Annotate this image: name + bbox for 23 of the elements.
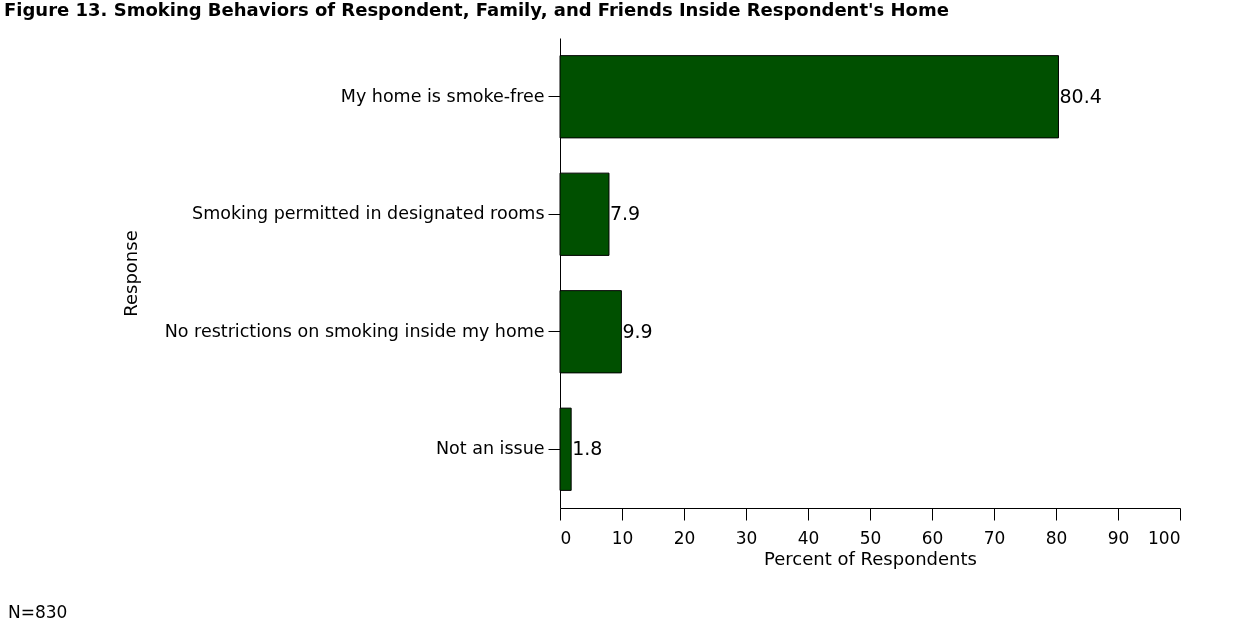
- text: N=830: [8, 602, 68, 622]
- data-label: 9.9: [622, 319, 653, 342]
- x-tick-label: 20: [673, 527, 696, 548]
- x-tick-label: 90: [1107, 527, 1130, 548]
- y-tick-label: Not an issue: [435, 438, 545, 459]
- chart-title: Figure 13. Smoking Behaviors of Respondent, Family, and Friends Inside Respondent's Home: [4, 0, 949, 20]
- x-tick-label: 60: [921, 527, 944, 548]
- data-label: 1.8: [572, 437, 603, 460]
- x-tick-label: 40: [797, 527, 820, 548]
- y-tick-label: My home is smoke-free: [340, 85, 545, 106]
- x-axis-title: Percent of Respondents: [764, 547, 977, 569]
- y-tick-label: Smoking permitted in designated rooms: [192, 203, 545, 224]
- x-tick-label: 30: [735, 527, 758, 548]
- x-tick-label: 0: [560, 527, 572, 548]
- y-axis-title: Response: [119, 230, 141, 317]
- x-tick-label: 50: [859, 527, 882, 548]
- data-label: 80.4: [1059, 84, 1102, 107]
- x-tick-label: 100: [1148, 527, 1181, 548]
- y-tick-label: No restrictions on smoking inside my home: [164, 320, 545, 341]
- x-tick-label: 10: [611, 527, 634, 548]
- data-label: 7.9: [609, 202, 641, 225]
- x-tick-label: 70: [983, 527, 1006, 548]
- x-tick-label: 80: [1045, 527, 1068, 548]
